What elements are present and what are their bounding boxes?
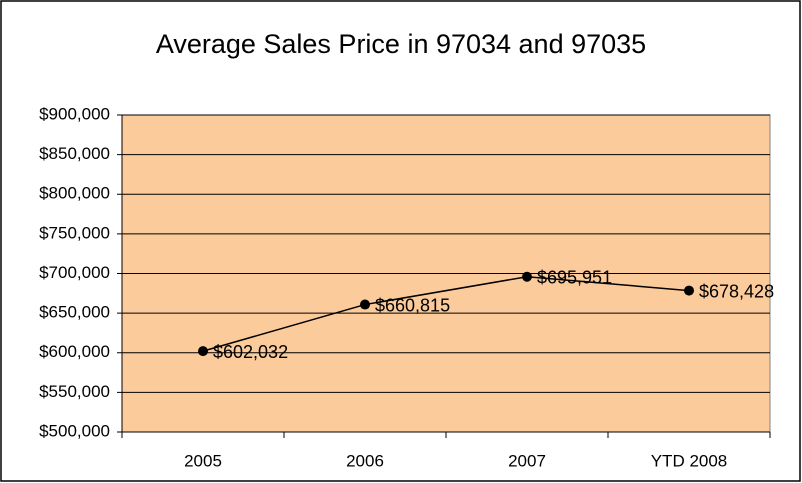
data-label: $602,032 — [213, 342, 288, 362]
x-tick-label: 2006 — [346, 451, 384, 470]
x-tick-label: 2005 — [184, 451, 222, 470]
y-tick-label: $550,000 — [39, 382, 110, 401]
y-tick-label: $700,000 — [39, 263, 110, 282]
marker — [360, 299, 370, 310]
chart-title: Average Sales Price in 97034 and 97035 — [156, 29, 646, 59]
data-label: $678,428 — [699, 281, 774, 301]
line — [202, 275, 690, 352]
marker — [198, 346, 208, 357]
data-label: $660,815 — [375, 295, 450, 315]
marker — [684, 285, 694, 296]
y-tick-label: $600,000 — [39, 342, 110, 361]
x-tick-label: 2007 — [508, 451, 546, 470]
data-label: $695,951 — [537, 267, 612, 287]
y-tick-label: $900,000 — [39, 104, 110, 123]
y-tick-label: $800,000 — [39, 184, 110, 203]
x-tick-label: YTD 2008 — [651, 451, 728, 470]
y-tick-label: $650,000 — [39, 303, 110, 322]
marker — [522, 271, 532, 282]
y-tick-label: $850,000 — [39, 144, 110, 163]
y-tick-label: $750,000 — [39, 223, 110, 242]
y-tick-label: $500,000 — [39, 421, 110, 440]
